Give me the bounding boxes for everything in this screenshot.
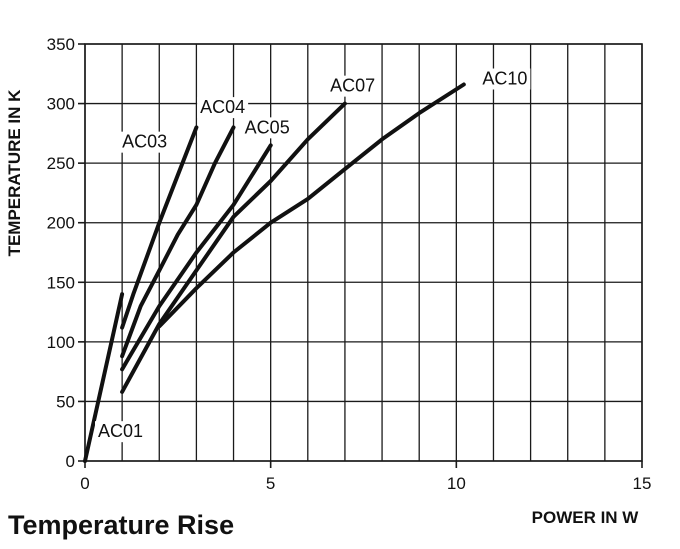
- y-tick-label: 150: [47, 273, 75, 292]
- series-label-background: [197, 97, 249, 119]
- y-tick-label: 100: [47, 333, 75, 352]
- series-lines: [83, 82, 466, 463]
- y-tick-label: 0: [66, 452, 75, 471]
- series-line-ac05: [120, 143, 273, 372]
- series-line-ac03: [120, 125, 199, 330]
- x-axis-label: POWER IN W: [532, 508, 640, 527]
- plot-frame: [84, 43, 643, 462]
- series-label-background: [327, 75, 379, 97]
- y-tick-label: 350: [47, 35, 75, 54]
- y-tick-label: 200: [47, 214, 75, 233]
- series-label-background: [119, 131, 171, 153]
- series-label-background: [94, 421, 147, 443]
- grid-lines: [84, 43, 643, 462]
- x-tick-label: 15: [633, 474, 652, 493]
- x-tick-label: 0: [80, 474, 89, 493]
- series-label-ac07: AC07: [330, 76, 375, 96]
- y-axis-label: TEMPERATURE IN K: [5, 89, 24, 257]
- series-line-ac01: [83, 292, 125, 463]
- series-line-ac10: [157, 82, 466, 329]
- series-label-background: [479, 68, 531, 90]
- y-tick-label: 50: [56, 392, 75, 411]
- y-tick-label: 300: [47, 95, 75, 114]
- series-label-ac10: AC10: [482, 69, 527, 89]
- series-line-ac04: [120, 125, 236, 359]
- series-label-background: [241, 117, 293, 139]
- series-label-ac01: AC01: [98, 421, 143, 441]
- y-tick-label: 250: [47, 154, 75, 173]
- chart-title: Temperature Rise: [8, 510, 234, 540]
- x-tick-label: 5: [266, 474, 275, 493]
- series-label-ac03: AC03: [122, 132, 167, 152]
- series-label-ac04: AC04: [200, 97, 245, 117]
- x-tick-label: 10: [447, 474, 466, 493]
- series-label-ac05: AC05: [245, 117, 290, 137]
- axes: [78, 43, 643, 468]
